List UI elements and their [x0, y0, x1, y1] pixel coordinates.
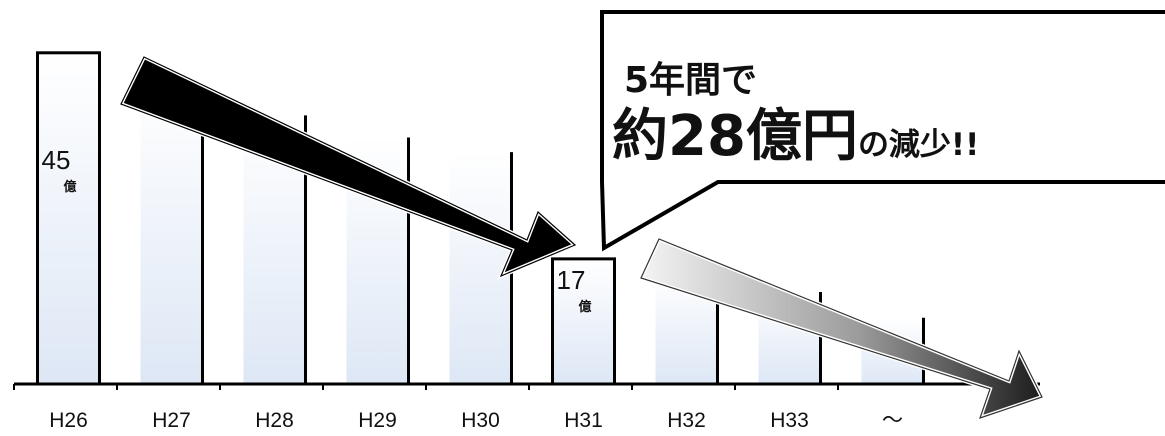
callout-line1: 5年間で: [624, 60, 757, 101]
x-axis-ticks: [13, 384, 839, 390]
x-tick-label-H29: H29: [358, 409, 397, 432]
x-axis-tick-labels: H26 H27 H28 H29 H30 H31 H32 H33 ～: [49, 409, 903, 432]
callout-amount: 約28億円: [612, 104, 858, 169]
value-labels: 45 億 17 億: [42, 145, 592, 315]
bar-H26: [36, 51, 101, 386]
x-tick-label-H26: H26: [49, 409, 88, 432]
callout-bubble: 5年間で 約28億円の減少!!: [600, 10, 1165, 252]
x-tick-label-H33: H33: [770, 409, 809, 432]
value-label-H31: 17: [557, 265, 586, 295]
callout-suffix: の減少!!: [858, 127, 979, 163]
bar-H30: [449, 152, 512, 384]
bar-H27: [140, 85, 203, 385]
x-tick-label-H28: H28: [255, 409, 294, 432]
x-tick-label-H30: H30: [461, 409, 500, 432]
value-unit-H31: 億: [579, 299, 592, 315]
decrease-arrow-outline: [120, 56, 577, 278]
x-tick-label-H32: H32: [667, 409, 706, 432]
x-tick-label-H31: H31: [564, 409, 603, 432]
value-unit-H26: 億: [64, 179, 77, 195]
value-label-H26: 45: [42, 145, 71, 175]
callout-bubble-shape: [600, 10, 1165, 252]
future-trend-arrow-outline: [640, 238, 1043, 419]
callout-line2: 約28億円の減少!!: [612, 104, 979, 169]
x-tick-label-H27: H27: [152, 409, 191, 432]
x-tick-label-ellipsis: ～: [882, 409, 903, 432]
